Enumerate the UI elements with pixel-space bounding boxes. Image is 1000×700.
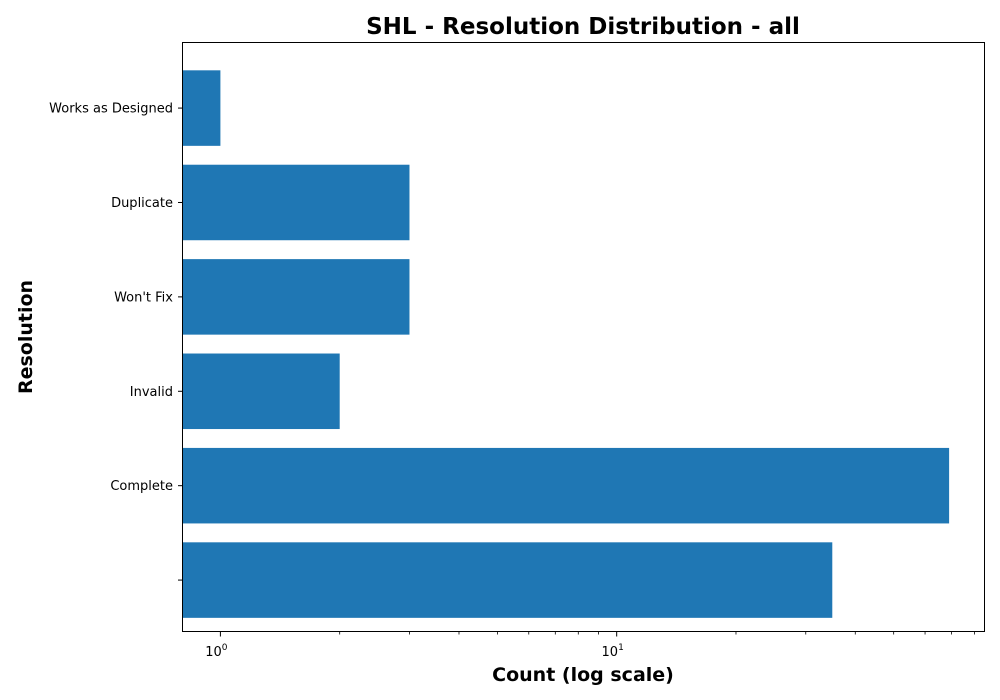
bar-duplicate (182, 164, 410, 241)
bars-group (182, 70, 950, 618)
chart-title: SHL - Resolution Distribution - all (366, 14, 800, 40)
plot-frame (182, 42, 985, 632)
y-tick-label: Invalid (130, 385, 173, 400)
y-axis-title: Resolution (15, 280, 37, 394)
y-tick-label: Won't Fix (114, 290, 173, 305)
x-tick-label: 100 (205, 643, 228, 660)
bar-complete (182, 447, 950, 524)
bar-won-t-fix (182, 259, 410, 335)
bar-works-as-designed (182, 70, 221, 146)
bar-unlabeled (182, 542, 833, 618)
y-tick-label: Works as Designed (49, 102, 173, 117)
x-axis-ticks: 100 101 (205, 632, 975, 660)
x-axis-title: Count (log scale) (492, 664, 674, 686)
y-tick-label: Complete (110, 479, 173, 494)
bar-invalid (182, 353, 340, 430)
y-tick-label: Duplicate (111, 196, 173, 211)
y-axis-ticks: Works as Designed Duplicate Won't Fix Inval… (49, 102, 182, 581)
x-tick-label: 101 (602, 643, 624, 660)
